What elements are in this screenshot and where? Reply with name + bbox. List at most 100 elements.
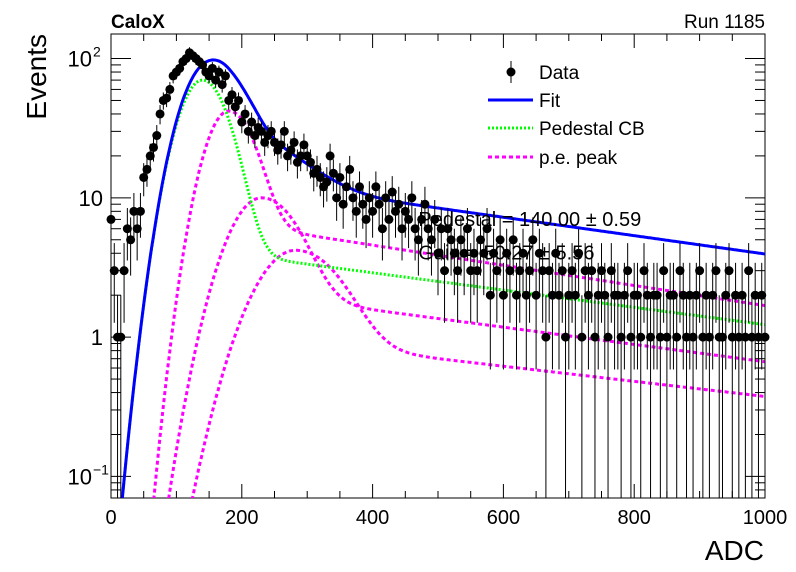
data-point xyxy=(214,65,224,80)
data-point xyxy=(740,295,750,498)
data-point xyxy=(446,217,456,276)
data-marker xyxy=(466,266,476,276)
legend: Data Fit Pedestal CB p.e. peak xyxy=(488,61,645,169)
data-point xyxy=(659,243,669,323)
data-marker xyxy=(328,168,338,178)
data-marker xyxy=(440,266,450,276)
data-point xyxy=(217,77,227,93)
data-marker xyxy=(580,266,590,276)
data-marker xyxy=(364,193,374,203)
data-marker xyxy=(145,151,155,161)
data-marker xyxy=(426,235,436,245)
data-point xyxy=(495,217,505,276)
data-marker xyxy=(325,151,335,161)
header-right-label: Run 1185 xyxy=(684,12,765,33)
data-point xyxy=(132,208,142,261)
data-marker xyxy=(508,235,518,245)
data-point xyxy=(583,262,593,370)
data-marker xyxy=(175,63,185,73)
data-marker xyxy=(106,214,116,224)
legend-entry-3: Pedestal CB xyxy=(488,119,645,140)
data-marker xyxy=(394,199,404,209)
data-marker xyxy=(400,206,410,216)
data-point xyxy=(757,262,767,370)
pe-peak-curve-3 xyxy=(190,248,765,498)
data-marker xyxy=(135,206,145,216)
y-tick-label: 10 xyxy=(79,186,103,211)
data-marker xyxy=(597,266,606,276)
data-point xyxy=(351,193,361,238)
legend-label: Pedestal CB xyxy=(539,119,645,140)
data-marker xyxy=(551,248,561,258)
data-marker xyxy=(623,266,633,276)
data-marker xyxy=(672,332,682,342)
legend-entry-2: Fit xyxy=(488,91,561,112)
data-point xyxy=(119,243,129,323)
y-tick-exponent: 2 xyxy=(93,44,101,60)
data-point xyxy=(338,186,348,229)
data-marker xyxy=(655,332,665,342)
data-marker xyxy=(659,266,669,276)
data-marker xyxy=(472,266,482,276)
data-point xyxy=(521,262,531,370)
data-point xyxy=(420,186,430,229)
data-marker xyxy=(433,248,443,258)
data-point xyxy=(155,105,165,125)
data-marker xyxy=(449,248,459,258)
data-point xyxy=(734,295,744,498)
data-marker xyxy=(116,332,126,342)
data-marker xyxy=(462,224,472,234)
y-tick-label: 1 xyxy=(91,325,103,350)
data-marker xyxy=(587,266,597,276)
data-marker xyxy=(436,224,446,234)
data-marker xyxy=(132,224,142,234)
data-marker xyxy=(247,117,257,127)
data-point xyxy=(561,295,571,498)
legend-label: Fit xyxy=(539,91,561,112)
data-marker xyxy=(639,266,649,276)
data-marker xyxy=(747,332,757,342)
data-point xyxy=(717,295,727,498)
data-marker xyxy=(626,332,636,342)
data-marker xyxy=(695,266,705,276)
header-left-label: CaloX xyxy=(111,12,165,33)
data-marker xyxy=(534,248,544,258)
data-point xyxy=(126,217,136,276)
data-point xyxy=(443,208,453,261)
data-marker xyxy=(570,290,580,300)
data-marker xyxy=(410,224,420,234)
data-point xyxy=(162,90,172,108)
data-marker xyxy=(371,182,381,192)
data-marker xyxy=(404,214,414,224)
data-marker xyxy=(109,266,119,276)
data-marker xyxy=(502,248,512,258)
data-marker xyxy=(521,290,531,300)
data-point xyxy=(619,262,629,370)
data-marker xyxy=(528,235,538,245)
x-tick-label: 1000 xyxy=(743,507,788,529)
data-point xyxy=(345,155,355,187)
data-point xyxy=(593,262,603,370)
x-tick-label: 600 xyxy=(487,507,520,529)
data-point xyxy=(603,295,613,498)
data-point xyxy=(466,243,476,323)
data-point xyxy=(646,295,656,498)
data-point xyxy=(626,295,636,498)
data-marker xyxy=(731,290,741,300)
data-marker xyxy=(220,71,230,81)
data-marker xyxy=(227,90,237,100)
data-point xyxy=(247,112,257,134)
data-point xyxy=(505,243,515,323)
data-point xyxy=(577,295,587,498)
data-point xyxy=(368,193,378,238)
data-marker xyxy=(642,290,652,300)
data-marker xyxy=(721,290,731,300)
data-marker xyxy=(279,126,289,136)
data-point xyxy=(397,208,407,261)
data-marker xyxy=(675,266,685,276)
data-marker xyxy=(162,93,172,103)
data-marker xyxy=(315,172,325,182)
data-marker xyxy=(217,80,227,90)
data-point xyxy=(361,200,371,249)
